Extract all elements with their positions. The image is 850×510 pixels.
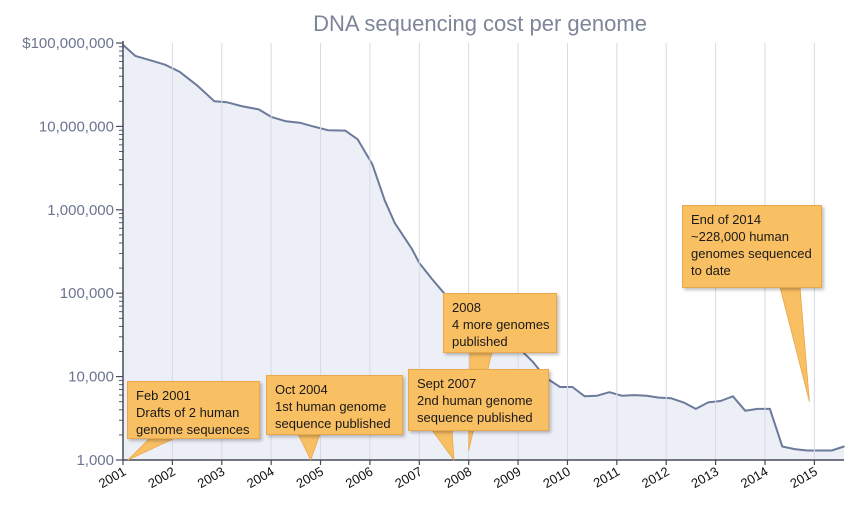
data-point xyxy=(830,449,833,452)
x-tick-label: 2002 xyxy=(145,464,178,491)
callout-end-2014: End of 2014 ~228,000 human genomes seque… xyxy=(682,205,822,288)
x-tick-label: 2009 xyxy=(491,464,524,491)
data-point xyxy=(744,409,746,412)
y-tick-label: 1,000,000 xyxy=(47,202,114,219)
y-tick-label: $100,000,000 xyxy=(22,35,114,52)
data-point xyxy=(596,394,598,397)
y-tick-label: 10,000 xyxy=(68,369,114,386)
data-point xyxy=(645,394,648,397)
data-point xyxy=(670,397,672,400)
data-point xyxy=(151,60,154,62)
data-point xyxy=(583,395,586,398)
x-tick-label: 2006 xyxy=(343,464,376,491)
data-point xyxy=(312,125,314,128)
data-point xyxy=(179,71,181,73)
data-point xyxy=(621,394,623,397)
data-point xyxy=(371,163,374,166)
data-point xyxy=(719,400,722,402)
data-point xyxy=(383,199,386,202)
data-point xyxy=(806,449,808,452)
x-tick-label: 2012 xyxy=(639,464,672,491)
callout-line: Sept 2007 xyxy=(417,376,477,391)
callout-line: published xyxy=(452,334,508,349)
data-point xyxy=(658,396,660,399)
callout-line: genomes sequenced xyxy=(691,246,812,261)
data-point xyxy=(818,449,821,452)
callout-line: Drafts of 2 human xyxy=(136,405,240,420)
x-tick-label: 2008 xyxy=(442,464,475,491)
callout-line: Feb 2001 xyxy=(136,388,191,403)
data-point xyxy=(769,408,771,410)
data-point xyxy=(843,445,845,448)
data-point xyxy=(682,401,685,404)
data-point xyxy=(633,394,635,396)
callout-line: 4 more genomes xyxy=(452,317,550,332)
callout-line: End of 2014 xyxy=(691,212,762,227)
x-axis-ticks: 2001 2002 2003 2004 2005 2006 2007 2008 2009 2010… xyxy=(96,460,820,491)
x-tick-label: 2007 xyxy=(392,464,425,491)
data-point xyxy=(285,120,287,123)
callout-line: sequence published xyxy=(275,416,391,431)
data-point xyxy=(793,448,796,450)
callout-pointer xyxy=(779,286,810,402)
data-point xyxy=(695,408,697,410)
data-point xyxy=(225,101,228,103)
data-point xyxy=(430,277,433,280)
axes xyxy=(122,41,844,461)
callout-line: ~228,000 human xyxy=(691,229,789,244)
data-point xyxy=(258,108,260,111)
data-point xyxy=(781,445,784,448)
data-point xyxy=(532,361,534,363)
x-tick-label: 2005 xyxy=(293,464,326,491)
data-point xyxy=(344,129,347,132)
data-point xyxy=(196,84,198,87)
data-point xyxy=(240,105,243,107)
data-point xyxy=(559,386,561,388)
data-point xyxy=(571,386,574,388)
y-axis-ticks: $100,000,000 10,000,000 1,000,000 100,000 10… xyxy=(22,35,123,469)
data-point xyxy=(608,391,611,394)
data-point xyxy=(356,138,359,141)
x-tick-label: 2011 xyxy=(591,464,623,491)
data-point xyxy=(300,122,302,124)
x-tick-label: 2003 xyxy=(195,464,228,491)
data-point xyxy=(213,100,216,103)
x-tick-label: 2010 xyxy=(540,464,573,491)
y-tick-label: 10,000,000 xyxy=(39,118,114,135)
x-tick-label: 2004 xyxy=(244,464,277,491)
callout-line: genome sequences xyxy=(136,422,250,437)
callout-sept-2007: Sept 2007 2nd human genome sequence publ… xyxy=(408,369,549,431)
callout-line: Oct 2004 xyxy=(275,382,328,397)
data-point xyxy=(164,63,166,66)
y-tick-label: 100,000 xyxy=(60,285,114,302)
callout-feb-2001: Feb 2001 Drafts of 2 human genome sequen… xyxy=(127,381,260,439)
area-fill xyxy=(123,44,844,461)
chart-title: DNA sequencing cost per genome xyxy=(313,11,647,36)
x-tick-label: 2013 xyxy=(689,464,722,491)
callout-line: 2nd human genome xyxy=(417,393,533,408)
x-tick-label: 2014 xyxy=(738,464,771,491)
callout-line: 1st human genome xyxy=(275,399,387,414)
data-point xyxy=(411,248,413,250)
data-point xyxy=(393,221,396,224)
callout-oct-2004: Oct 2004 1st human genome sequence publi… xyxy=(266,375,403,435)
y-tick-label: 1,000 xyxy=(76,452,114,469)
data-point xyxy=(134,55,137,57)
x-tick-label: 2015 xyxy=(787,464,820,491)
data-point xyxy=(756,408,759,410)
data-point xyxy=(327,129,329,131)
data-point xyxy=(732,395,734,398)
data-point xyxy=(707,401,709,404)
callout-2008: 2008 4 more genomes published xyxy=(443,293,557,353)
callout-line: 2008 xyxy=(452,300,481,315)
callout-line: sequence published xyxy=(417,410,533,425)
callout-line: to date xyxy=(691,263,731,278)
